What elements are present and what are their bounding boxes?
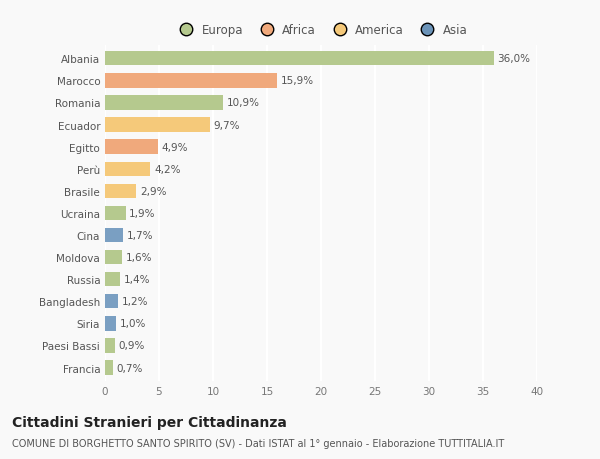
Text: 0,9%: 0,9% (119, 341, 145, 351)
Text: 0,7%: 0,7% (116, 363, 143, 373)
Bar (105, 294, 118, 309)
Bar (105, 272, 120, 287)
Bar (105, 228, 124, 243)
Bar (105, 52, 494, 66)
Bar (105, 162, 151, 177)
Text: 1,0%: 1,0% (119, 319, 146, 329)
Bar (105, 206, 125, 221)
Text: 1,9%: 1,9% (130, 208, 156, 218)
Text: 2,9%: 2,9% (140, 186, 167, 196)
Bar (105, 74, 277, 88)
Text: 1,4%: 1,4% (124, 274, 151, 285)
Text: COMUNE DI BORGHETTO SANTO SPIRITO (SV) - Dati ISTAT al 1° gennaio - Elaborazione: COMUNE DI BORGHETTO SANTO SPIRITO (SV) -… (12, 438, 504, 448)
Text: Cittadini Stranieri per Cittadinanza: Cittadini Stranieri per Cittadinanza (12, 415, 287, 429)
Text: 9,7%: 9,7% (214, 120, 240, 130)
Bar (105, 118, 210, 133)
Text: 10,9%: 10,9% (227, 98, 260, 108)
Text: 1,7%: 1,7% (127, 230, 154, 241)
Bar (105, 361, 113, 375)
Bar (105, 184, 136, 199)
Text: 1,2%: 1,2% (122, 297, 148, 307)
Text: 1,6%: 1,6% (126, 252, 152, 263)
Bar (105, 317, 116, 331)
Bar (105, 339, 115, 353)
Text: 36,0%: 36,0% (497, 54, 530, 64)
Legend: Europa, Africa, America, Asia: Europa, Africa, America, Asia (175, 24, 467, 37)
Text: 15,9%: 15,9% (281, 76, 314, 86)
Text: 4,9%: 4,9% (162, 142, 188, 152)
Bar (105, 96, 223, 110)
Text: 4,2%: 4,2% (154, 164, 181, 174)
Bar (105, 250, 122, 265)
Bar (105, 140, 158, 155)
